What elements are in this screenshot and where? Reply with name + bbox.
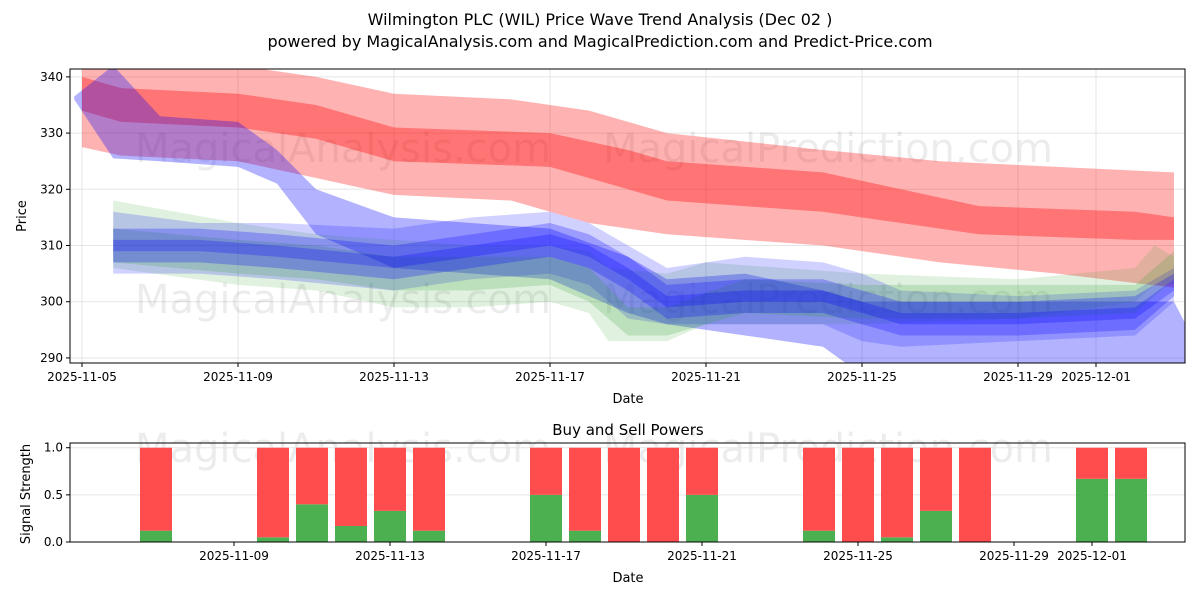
sell-bar — [413, 447, 445, 531]
sell-bar — [647, 447, 679, 542]
buy-bar — [569, 530, 601, 542]
y-tick-label: 330 — [40, 126, 63, 140]
bands-group — [74, 69, 1185, 363]
sell-bar — [803, 447, 835, 531]
subchart-title: Buy and Sell Powers — [552, 421, 704, 439]
x-tick-label: 2025-11-25 — [823, 549, 893, 563]
band-blue-narrow — [113, 223, 1175, 336]
y-tick-label: 320 — [40, 182, 63, 196]
sell-bar — [1115, 447, 1147, 479]
sell-bar — [608, 447, 640, 542]
y-tick-label: 310 — [40, 239, 63, 253]
buy-bar — [335, 525, 367, 542]
y-tick-label: 340 — [40, 70, 63, 84]
chart-title: Wilmington PLC (WIL) Price Wave Trend An… — [367, 10, 833, 29]
x-tick-label: 2025-11-21 — [667, 549, 737, 563]
buy-bar — [1076, 478, 1108, 542]
buy-bar — [296, 504, 328, 542]
y-tick-label: 1.0 — [44, 441, 63, 455]
band-blue-mid — [113, 211, 1175, 347]
band-red-outer — [82, 69, 1174, 288]
sell-bar — [374, 447, 406, 511]
band-blue-wide — [74, 69, 1185, 363]
x-tick-label: 2025-11-25 — [827, 370, 897, 384]
buy-bar — [686, 494, 718, 542]
y-axis-label: Price — [15, 200, 30, 232]
buy-bar — [413, 530, 445, 542]
sell-bar — [530, 447, 562, 495]
x-tick-label: 2025-11-17 — [511, 549, 581, 563]
x-tick-label: 2025-11-13 — [359, 370, 429, 384]
x-tick-label: 2025-11-17 — [515, 370, 585, 384]
buy-bar — [1115, 478, 1147, 542]
sell-bar — [920, 447, 952, 511]
band-green-mid — [113, 228, 1175, 336]
x-tick-label: 2025-11-09 — [199, 549, 269, 563]
y-tick-label: 300 — [40, 295, 63, 309]
x-tick-label: 2025-11-13 — [355, 549, 425, 563]
sell-bar — [959, 447, 991, 542]
buy-bar — [140, 530, 172, 542]
x-tick-label: 2025-11-29 — [979, 549, 1049, 563]
watermark: MagicalAnalysis.com — [135, 126, 551, 172]
buy-bar — [257, 537, 289, 542]
x-tick-label: 2025-11-09 — [203, 370, 273, 384]
sell-bar — [881, 447, 913, 538]
x-tick-label: 2025-11-05 — [47, 370, 117, 384]
y-tick-label: 0.5 — [44, 488, 63, 502]
sell-bar — [296, 447, 328, 505]
plot-frame — [69, 68, 1186, 364]
y-tick-label: 290 — [40, 351, 63, 365]
buy-bar — [881, 537, 913, 542]
sell-bar — [569, 447, 601, 531]
sell-bar — [842, 447, 874, 542]
y-axis-label: Signal Strength — [19, 444, 34, 544]
sell-bar — [257, 447, 289, 538]
watermark: MagicalPrediction.com — [603, 277, 1053, 323]
x-tick-label: 2025-11-29 — [983, 370, 1053, 384]
x-axis-label: Date — [612, 571, 643, 586]
x-tick-label: 2025-12-01 — [1061, 370, 1131, 384]
band-red-inner — [82, 76, 1174, 240]
band-blue-core — [113, 234, 1175, 325]
sell-bar — [686, 447, 718, 495]
sell-bar — [1076, 447, 1108, 479]
band-green-wide — [113, 200, 1175, 342]
plot-frame — [69, 442, 1186, 543]
watermark: MagicalPrediction.com — [603, 126, 1053, 172]
x-tick-label: 2025-12-01 — [1057, 549, 1127, 563]
buy-bar — [374, 510, 406, 542]
y-tick-label: 0.0 — [44, 535, 63, 549]
sell-bar — [335, 447, 367, 526]
buy-bar — [803, 530, 835, 542]
x-axis-label: Date — [612, 392, 643, 407]
x-tick-label: 2025-11-21 — [671, 370, 741, 384]
chart-subtitle: powered by MagicalAnalysis.com and Magic… — [267, 32, 933, 51]
buy-bar — [530, 494, 562, 542]
sell-bar — [140, 447, 172, 531]
watermark: MagicalAnalysis.com — [135, 277, 551, 323]
buy-bar — [920, 510, 952, 542]
